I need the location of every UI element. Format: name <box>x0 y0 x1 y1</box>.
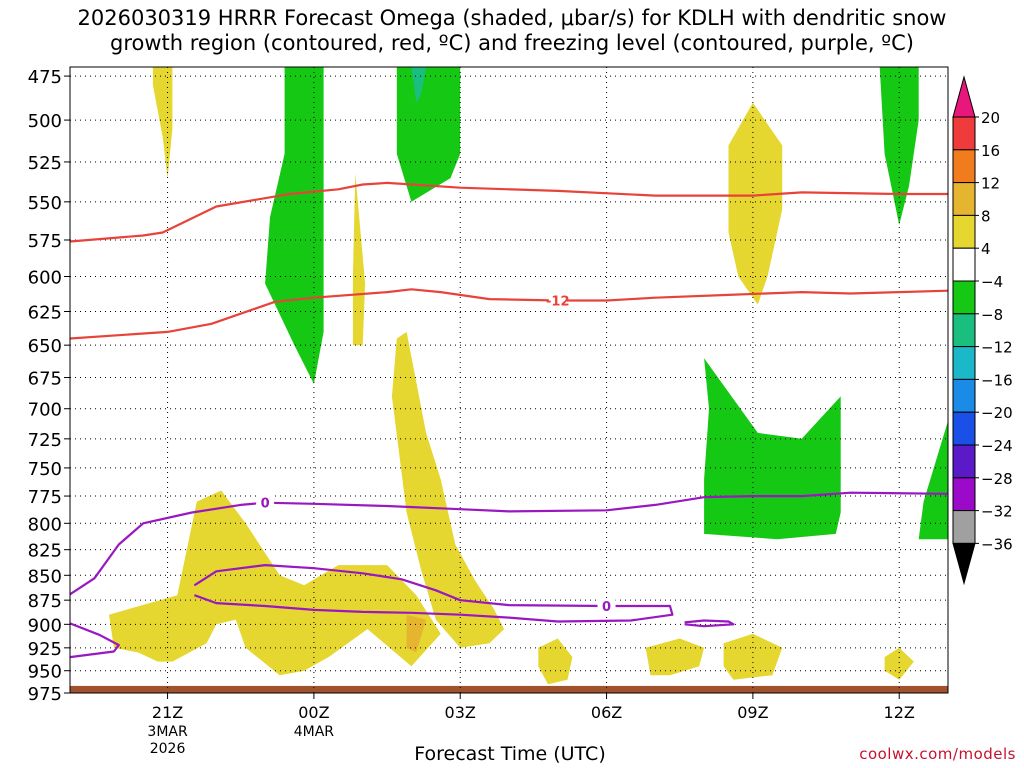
colorbar-band-9 <box>952 378 976 413</box>
colorbar-label-11: −28 <box>981 470 1013 488</box>
colorbar-top-triangle <box>952 75 976 118</box>
colorbar-band-6 <box>952 280 976 315</box>
freezing-contour-0-label-bg <box>256 494 275 511</box>
omega-region-8 <box>723 633 783 680</box>
colorbar-band-5 <box>952 247 976 282</box>
omega-region-11 <box>396 67 461 202</box>
omega-region-3 <box>406 614 427 653</box>
colorbar-bottom-triangle <box>952 542 976 586</box>
y-tick-label-575: 575 <box>28 231 62 252</box>
colorbar-band-1 <box>952 116 976 151</box>
omega-region-10 <box>265 67 324 384</box>
omega-region-9 <box>884 647 914 680</box>
x-tick-label-12Z: 12Z <box>884 703 915 722</box>
colorbar-band-11 <box>952 444 976 479</box>
y-tick-label-850: 850 <box>28 566 62 587</box>
y-tick-label-800: 800 <box>28 514 62 535</box>
x-tick-label-03Z: 03Z <box>445 703 476 722</box>
colorbar-label-2: 12 <box>981 175 1000 193</box>
omega-region-13 <box>704 358 841 540</box>
y-tick-label-650: 650 <box>28 336 62 357</box>
colorbar-label-7: −12 <box>981 339 1013 357</box>
y-tick-label-550: 550 <box>28 193 62 214</box>
freezing-contour-1-label: 0 <box>602 600 611 615</box>
colorbar-label-12: −32 <box>981 503 1013 521</box>
colorbar-band-12 <box>952 477 976 512</box>
surface-bar <box>70 685 948 693</box>
colorbar-label-6: −8 <box>981 306 1003 324</box>
dgz-contour-1-label-bg <box>548 292 567 309</box>
freezing-contour-0 <box>69 491 949 596</box>
y-tick-label-625: 625 <box>28 303 62 324</box>
y-tick-label-725: 725 <box>28 430 62 451</box>
omega-region-15 <box>918 420 948 540</box>
surface-terrain-bar <box>70 685 948 693</box>
y-tick-label-925: 925 <box>28 639 62 660</box>
colorbar-label-5: −4 <box>981 273 1003 291</box>
colorbar-band-13 <box>952 510 976 544</box>
omega-region-0 <box>152 67 173 179</box>
colorbar-label-13: −36 <box>981 535 1013 553</box>
x-tick-sublabel-21Z-1: 2026 <box>150 741 186 757</box>
y-tick-label-950: 950 <box>28 662 62 683</box>
y-tick-label-475: 475 <box>28 67 62 88</box>
dgz-contour-0 <box>69 181 948 243</box>
y-tick-label-875: 875 <box>28 591 62 612</box>
colorbar-band-7 <box>952 313 976 348</box>
x-axis-label: Forecast Time (UTC) <box>414 743 606 765</box>
y-axis: 475 500 525 550 575 600 625 650 675 700 725 750 775 8… <box>28 67 70 705</box>
colorbar-label-3: 8 <box>981 207 991 225</box>
y-tick-label-600: 600 <box>28 267 62 288</box>
y-tick-label-675: 675 <box>28 369 62 390</box>
dgz-contour-1-label: -12 <box>546 294 570 309</box>
colorbar-band-4 <box>952 214 976 249</box>
x-tick-label-09Z: 09Z <box>737 703 768 722</box>
y-tick-label-825: 825 <box>28 541 62 562</box>
x-tick-label-06Z: 06Z <box>591 703 622 722</box>
y-tick-label-900: 900 <box>28 615 62 636</box>
x-tick-sublabel-21Z-0: 3MAR <box>147 724 188 740</box>
y-tick-label-775: 775 <box>28 487 62 508</box>
y-tick-label-700: 700 <box>28 400 62 421</box>
omega-region-14 <box>879 67 919 225</box>
contour-lines: -12 0 0 <box>69 181 949 659</box>
colorbar: 20 16 12 8 4 −4 −8 −12 −16 −20 −24 −28 −32 −36 <box>952 75 1013 586</box>
credit-text: coolwx.com/models <box>859 745 1016 763</box>
plot-frame <box>69 66 949 694</box>
colorbar-label-8: −16 <box>981 371 1013 389</box>
chart-title: 2026030319 HRRR Forecast Omega (shaded, … <box>77 6 947 55</box>
freezing-contour-3 <box>69 622 120 659</box>
freezing-contour-2 <box>684 619 735 628</box>
omega-region-4 <box>352 173 366 346</box>
y-tick-label-750: 750 <box>28 459 62 480</box>
x-tick-label-00Z: 00Z <box>298 703 329 722</box>
y-tick-label-975: 975 <box>28 684 62 705</box>
colorbar-band-2 <box>952 149 976 184</box>
omega-region-2 <box>391 331 505 648</box>
dgz-contour-1 <box>69 288 949 340</box>
colorbar-band-8 <box>952 346 976 380</box>
omega-region-7 <box>645 638 705 676</box>
colorbar-label-10: −24 <box>981 437 1013 455</box>
colorbar-band-3 <box>952 182 976 216</box>
freezing-contour-1 <box>193 563 674 623</box>
colorbar-band-10 <box>952 411 976 446</box>
colorbar-label-4: 4 <box>981 240 991 258</box>
y-tick-label-500: 500 <box>28 111 62 132</box>
omega-region-6 <box>538 638 573 685</box>
colorbar-label-1: 16 <box>981 142 1000 160</box>
freezing-contour-1-label-bg <box>597 598 616 615</box>
colorbar-label-0: 20 <box>981 109 1000 127</box>
freezing-contour-0-label: 0 <box>261 497 270 512</box>
x-tick-label-21Z: 21Z <box>152 703 183 722</box>
x-tick-sublabel-00Z-0: 4MAR <box>294 724 335 740</box>
colorbar-label-9: −20 <box>981 404 1013 422</box>
omega-region-1 <box>109 490 441 676</box>
y-tick-label-525: 525 <box>28 153 62 174</box>
omega-shaded-regions <box>109 67 948 685</box>
omega-region-5 <box>728 102 783 305</box>
